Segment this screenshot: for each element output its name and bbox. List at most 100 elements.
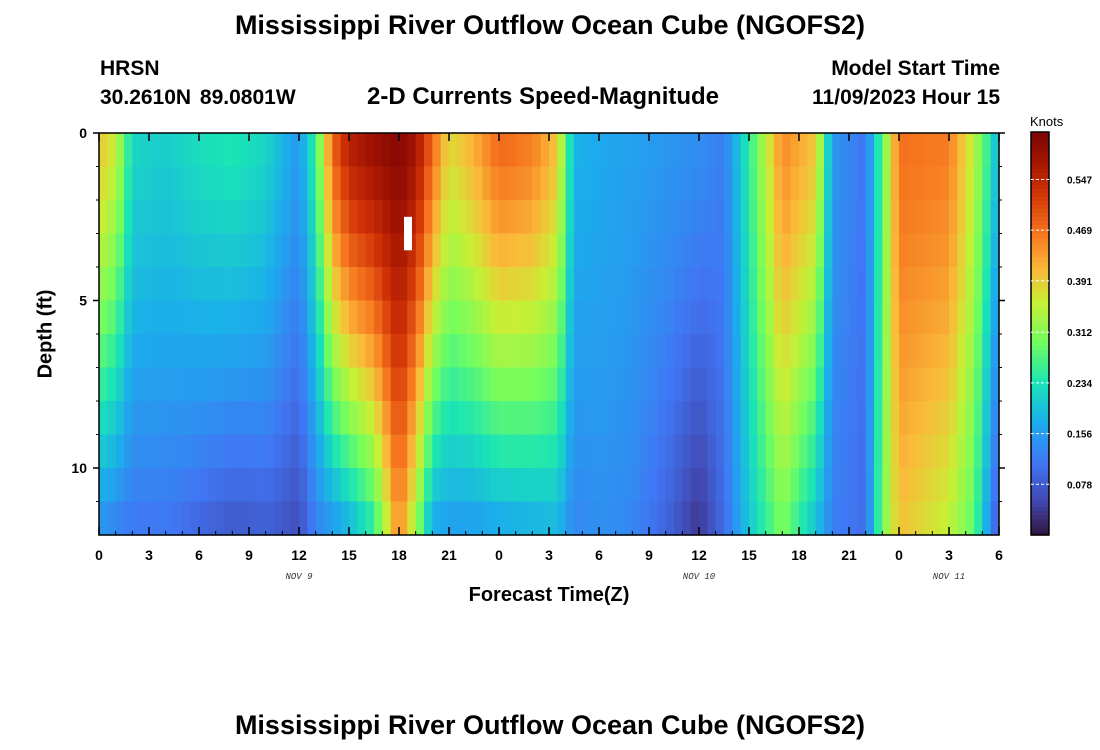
- colorbar-tick-label: 0.547: [1067, 175, 1092, 186]
- heatmap-cell: [407, 434, 417, 469]
- colorbar-segment: [1031, 180, 1049, 185]
- heatmap-cell: [607, 367, 617, 402]
- heatmap-cell: [232, 166, 242, 201]
- heatmap-cell: [490, 468, 500, 503]
- heatmap-cell: [199, 334, 208, 369]
- heatmap-cell: [357, 501, 367, 536]
- heatmap-cell: [140, 267, 150, 302]
- heatmap-cell: [532, 200, 542, 235]
- heatmap-cell: [290, 367, 300, 402]
- heatmap-cell: [974, 166, 983, 201]
- heatmap-cell: [590, 501, 600, 536]
- colorbar-segment: [1031, 269, 1049, 274]
- heatmap-cell: [940, 233, 950, 268]
- colorbar-segment: [1031, 514, 1049, 520]
- heatmap-cell: [565, 401, 575, 436]
- heatmap-cell: [832, 133, 842, 168]
- heatmap-cell: [790, 501, 800, 536]
- colorbar-segment: [1031, 224, 1049, 230]
- heatmap-cell: [365, 367, 375, 402]
- heatmap-cell: [307, 367, 317, 402]
- heatmap-cell: [415, 401, 425, 436]
- x-tick-label: 0: [895, 547, 903, 563]
- heatmap-cell: [899, 468, 908, 503]
- heatmap-cell: [490, 133, 500, 168]
- heatmap-cell: [757, 501, 767, 536]
- heatmap-cell: [474, 300, 483, 335]
- heatmap-cell: [699, 233, 708, 268]
- heatmap-cell: [249, 334, 258, 369]
- heatmap-cell: [782, 401, 792, 436]
- heatmap-cell: [699, 367, 708, 402]
- heatmap-cell: [299, 133, 308, 168]
- heatmap-cell: [682, 233, 692, 268]
- heatmap-cell: [932, 468, 942, 503]
- colorbar-segment: [1031, 365, 1049, 371]
- heatmap-cell: [582, 300, 592, 335]
- heatmap-cell: [707, 501, 717, 536]
- colorbar-segment: [1031, 313, 1049, 318]
- heatmap-cell: [99, 434, 108, 469]
- heatmap-cell: [499, 267, 508, 302]
- heatmap-cell: [849, 334, 858, 369]
- heatmap-cell: [582, 401, 592, 436]
- heatmap-cell: [382, 367, 392, 402]
- heatmap-cell: [807, 434, 817, 469]
- heatmap-cell: [882, 434, 892, 469]
- heatmap-cell: [307, 200, 317, 235]
- heatmap-cell: [832, 267, 842, 302]
- heatmap-cell: [890, 133, 900, 168]
- colorbar-segment: [1031, 148, 1049, 153]
- colorbar-segment: [1031, 434, 1049, 439]
- heatmap-cell: [249, 133, 258, 168]
- heatmap-cell: [624, 334, 633, 369]
- heatmap-cell: [807, 267, 817, 302]
- heatmap-cell: [140, 501, 150, 536]
- heatmap-cell: [424, 401, 433, 436]
- heatmap-cell: [390, 200, 400, 235]
- colorbar-segment: [1031, 462, 1049, 468]
- heatmap-cell: [407, 367, 417, 402]
- heatmap-cell: [424, 434, 433, 469]
- heatmap-cell: [432, 401, 442, 436]
- heatmap-cell: [774, 133, 783, 168]
- heatmap-cell: [99, 166, 108, 201]
- heatmap-cell: [132, 334, 142, 369]
- heatmap-cell: [349, 300, 358, 335]
- heatmap-cell: [632, 233, 642, 268]
- heatmap-cell: [949, 501, 958, 536]
- heatmap-cell: [482, 434, 492, 469]
- heatmap-cell: [840, 468, 850, 503]
- heatmap-cell: [740, 334, 750, 369]
- heatmap-cell: [224, 300, 233, 335]
- heatmap-cell: [782, 267, 792, 302]
- heatmap-cell: [257, 468, 267, 503]
- heatmap-cell: [982, 367, 992, 402]
- heatmap-cell: [132, 434, 142, 469]
- heatmap-cell: [140, 434, 150, 469]
- heatmap-cell: [915, 200, 925, 235]
- heatmap-cell: [482, 501, 492, 536]
- heatmap-cell: [415, 501, 425, 536]
- heatmap-cell: [707, 468, 717, 503]
- heatmap-cell: [890, 200, 900, 235]
- heatmap-cell: [657, 501, 667, 536]
- heatmap-cell: [440, 468, 450, 503]
- heatmap-cell: [265, 200, 275, 235]
- heatmap-cell: [274, 434, 283, 469]
- heatmap-cell: [490, 334, 500, 369]
- heatmap-cell: [115, 200, 125, 235]
- heatmap-cell: [582, 501, 592, 536]
- heatmap-cell: [665, 501, 675, 536]
- heatmap-cell: [599, 233, 608, 268]
- heatmap-cell: [424, 166, 433, 201]
- heatmap-cell: [682, 401, 692, 436]
- colorbar-segment: [1031, 357, 1049, 363]
- heatmap-cell: [857, 133, 867, 168]
- heatmap-cell: [782, 434, 792, 469]
- heatmap-cell: [324, 501, 333, 536]
- heatmap-cell: [282, 267, 292, 302]
- heatmap-cell: [507, 367, 517, 402]
- heatmap-cell: [507, 200, 517, 235]
- heatmap-cell: [815, 133, 825, 168]
